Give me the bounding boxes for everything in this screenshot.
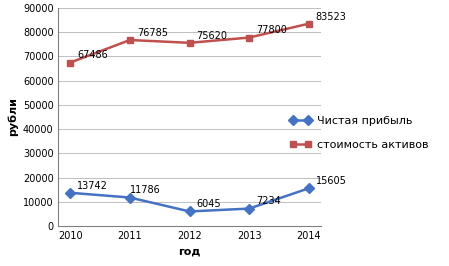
Чистая прибыль — [68, 191, 73, 194]
стоимость активов — [247, 36, 252, 39]
Text: 15605: 15605 — [316, 176, 347, 186]
Text: 75620: 75620 — [197, 31, 228, 41]
Text: 83523: 83523 — [316, 11, 347, 22]
Legend: Чистая прибыль, стоимость активов: Чистая прибыль, стоимость активов — [285, 112, 433, 154]
Y-axis label: рубли: рубли — [8, 98, 18, 136]
стоимость активов — [127, 38, 132, 41]
Text: 77800: 77800 — [256, 25, 287, 35]
Text: 13742: 13742 — [77, 181, 108, 191]
Text: 67486: 67486 — [77, 50, 108, 60]
Text: 76785: 76785 — [137, 28, 168, 38]
Чистая прибыль — [306, 187, 312, 190]
стоимость активов — [68, 61, 73, 64]
Text: 11786: 11786 — [130, 185, 161, 195]
Line: Чистая прибыль: Чистая прибыль — [67, 185, 313, 215]
Line: стоимость активов: стоимость активов — [67, 20, 313, 66]
X-axis label: год: год — [178, 247, 201, 256]
стоимость активов — [187, 41, 192, 44]
стоимость активов — [306, 22, 312, 25]
Чистая прибыль — [247, 207, 252, 210]
Чистая прибыль — [127, 196, 132, 199]
Text: 6045: 6045 — [197, 199, 221, 209]
Чистая прибыль — [187, 210, 192, 213]
Text: 7234: 7234 — [256, 196, 281, 206]
